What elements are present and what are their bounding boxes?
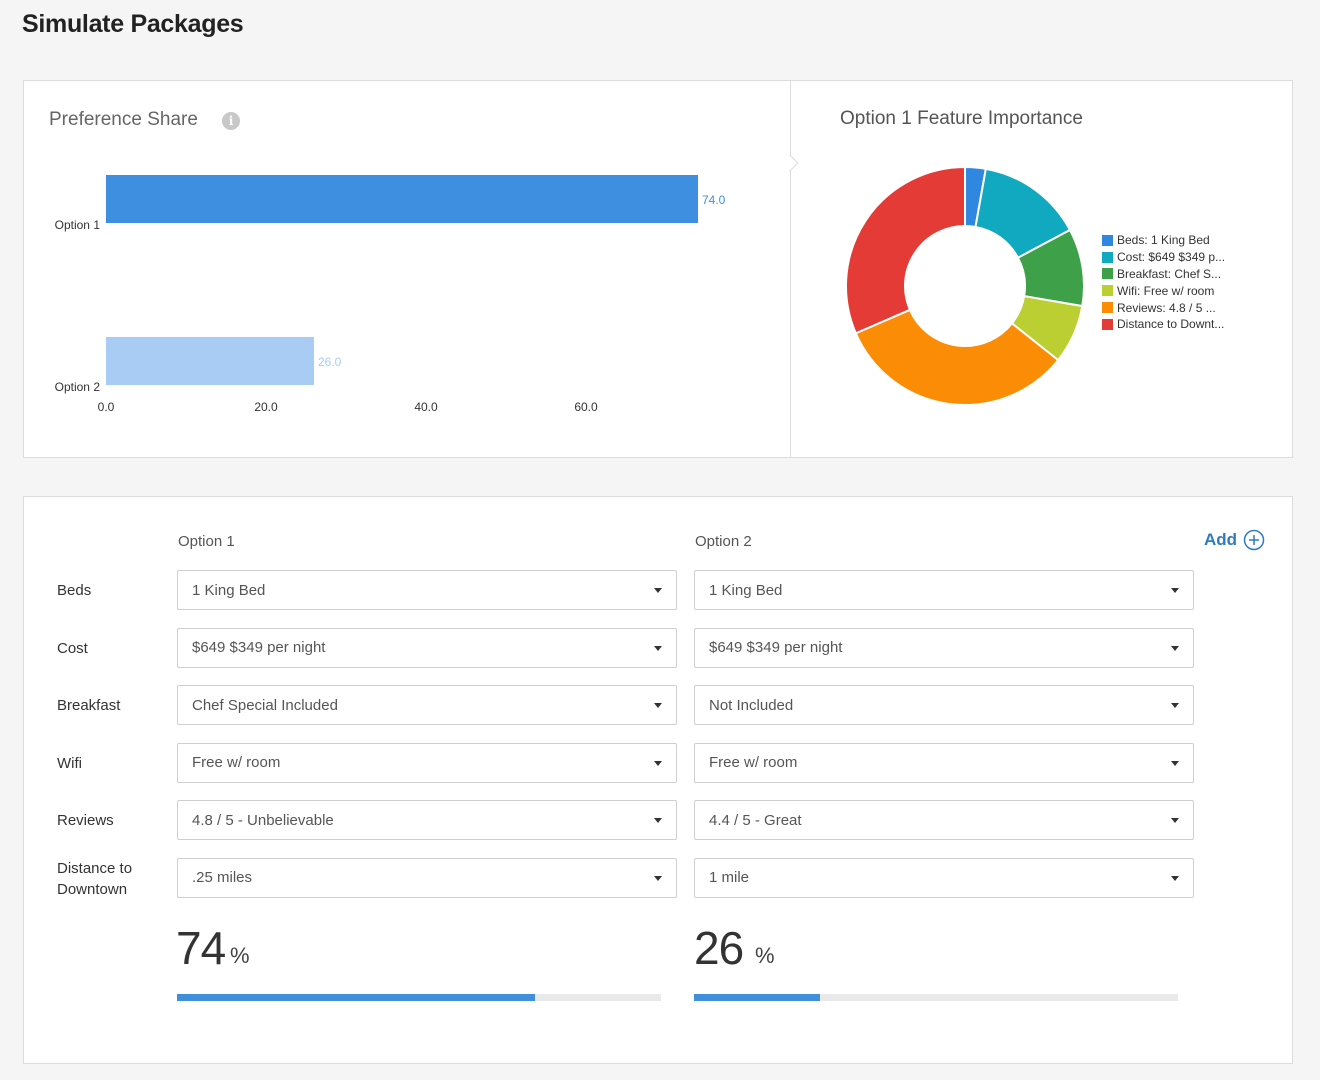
option-2-cost-select[interactable]: $649 $349 per night	[694, 627, 1194, 668]
select-value: Not Included	[709, 696, 794, 714]
feature-importance-legend: Beds: 1 King Bed Cost: $649 $349 p... Brea…	[1102, 232, 1225, 333]
caret-down-icon	[1171, 588, 1179, 593]
legend-swatch	[1102, 268, 1113, 280]
option-1-wifi-select[interactable]: Free w/ room	[177, 742, 677, 783]
caret-down-icon	[1171, 875, 1179, 881]
bar-option-2[interactable]	[106, 337, 314, 385]
caret-down-icon	[1171, 703, 1179, 708]
feature-importance-donut	[845, 165, 1085, 406]
preference-share-title: Preference Share	[49, 109, 198, 130]
legend-swatch	[1102, 251, 1113, 263]
option-1-reviews-select[interactable]: 4.8 / 5 - Unbelievable	[177, 800, 677, 840]
select-value: Free w/ room	[192, 754, 281, 771]
donut-slice[interactable]	[845, 165, 966, 335]
caret-down-icon	[1171, 645, 1179, 651]
option-1-share-progress-fill	[177, 994, 536, 1001]
option-2-share-progress-fill	[694, 994, 820, 1001]
legend-label: Distance to Downt...	[1117, 317, 1225, 332]
legend-item[interactable]: Wifi: Free w/ room	[1102, 282, 1225, 299]
caret-down-icon	[654, 760, 662, 766]
charts-card: Preference Share i Option 1 74.0 Option 2 2…	[23, 80, 1293, 458]
add-label: Add	[1204, 530, 1238, 549]
select-value: $649 $349 per night	[709, 639, 843, 656]
category-label: Option 1	[55, 218, 101, 232]
legend-swatch	[1102, 285, 1113, 297]
caret-down-icon	[654, 645, 662, 651]
plus-circle-icon	[1243, 529, 1265, 551]
option-2-breakfast-select[interactable]: Not Included	[694, 685, 1194, 725]
feature-importance-title: Option 1 Feature Importance	[840, 108, 1083, 129]
option-1-cost-select[interactable]: $649 $349 per night	[177, 627, 677, 668]
option-2-distance-to-downtown-select[interactable]: 1 mile	[694, 857, 1194, 898]
option-1-distance-to-downtown-select[interactable]: .25 miles	[177, 857, 677, 898]
option-2-share-progress	[694, 994, 1178, 1001]
bar-option-1[interactable]	[106, 175, 698, 223]
divider	[790, 81, 791, 457]
option-1-share-unit: %	[230, 943, 250, 968]
legend-item[interactable]: Distance to Downt...	[1102, 316, 1225, 333]
row-label-wifi: Wifi	[57, 754, 82, 772]
preference-share-chart: Option 1 74.0 Option 2 26.0 0.0 20.0 40.0 60.0	[55, 175, 726, 414]
select-value: Free w/ room	[709, 754, 798, 771]
donut-slice[interactable]	[854, 308, 1060, 406]
add-option-button[interactable]: Add	[1204, 529, 1265, 551]
caret-down-icon	[1171, 760, 1179, 766]
x-tick-label: 0.0	[98, 400, 115, 414]
legend-item[interactable]: Cost: $649 $349 p...	[1102, 249, 1225, 266]
x-tick-label: 60.0	[574, 400, 598, 414]
select-value: $649 $349 per night	[192, 639, 326, 656]
option-2-wifi-select[interactable]: Free w/ room	[694, 742, 1194, 783]
legend-label: Beds: 1 King Bed	[1117, 233, 1210, 248]
select-value: 1 King Bed	[709, 581, 783, 599]
caret-down-icon	[654, 703, 662, 708]
legend-label: Cost: $649 $349 p...	[1117, 250, 1226, 265]
row-label-beds: Beds	[57, 582, 92, 599]
select-value: 1 mile	[709, 869, 750, 886]
legend-swatch	[1102, 302, 1113, 314]
legend-item[interactable]: Breakfast: Chef S...	[1102, 266, 1225, 283]
legend-swatch	[1102, 234, 1113, 246]
row-label-breakfast: Breakfast	[57, 697, 121, 714]
caret-down-icon	[654, 875, 662, 881]
legend-item[interactable]: Reviews: 4.8 / 5 ...	[1102, 299, 1225, 316]
legend-label: Reviews: 4.8 / 5 ...	[1117, 300, 1216, 315]
option-2-header: Option 2	[695, 533, 752, 550]
option-2-share-unit: %	[755, 943, 775, 968]
option-1-share-value: 74	[176, 922, 226, 974]
legend-label: Breakfast: Chef S...	[1117, 266, 1222, 281]
option-1-beds-select[interactable]: 1 King Bed	[177, 570, 677, 610]
option-1-share-progress	[177, 994, 661, 1001]
option-2-beds-select[interactable]: 1 King Bed	[694, 570, 1194, 610]
category-label: Option 2	[55, 380, 101, 394]
option-1-header: Option 1	[178, 533, 235, 550]
select-value: 4.8 / 5 - Unbelievable	[192, 811, 334, 829]
select-value: 1 King Bed	[192, 581, 266, 599]
simulator-card: Option 1 Option 2 Add 74 % 26 % Beds 1 Ki…	[23, 496, 1293, 1064]
legend-swatch	[1102, 318, 1113, 330]
option-2-share-value: 26	[694, 922, 744, 974]
option-2-reviews-select[interactable]: 4.4 / 5 - Great	[694, 800, 1194, 840]
caret-down-icon	[1171, 818, 1179, 823]
row-label-distance-to-downtown: Distance to Downtown	[57, 859, 133, 898]
legend-item[interactable]: Beds: 1 King Bed	[1102, 232, 1225, 249]
row-label-cost: Cost	[57, 639, 88, 657]
page-title: Simulate Packages	[22, 10, 244, 38]
caret-down-icon	[654, 818, 662, 823]
select-value: 4.4 / 5 - Great	[709, 811, 802, 829]
row-label-reviews: Reviews	[57, 812, 114, 829]
caret-down-icon	[654, 588, 662, 593]
bar-value-label: 74.0	[702, 193, 726, 207]
x-tick-label: 40.0	[414, 400, 438, 414]
info-icon[interactable]: i	[222, 112, 240, 130]
legend-label: Wifi: Free w/ room	[1117, 283, 1215, 298]
select-value: Chef Special Included	[192, 696, 338, 714]
select-value: .25 miles	[192, 869, 253, 886]
bar-value-label: 26.0	[318, 355, 342, 369]
x-tick-label: 20.0	[254, 400, 278, 414]
option-1-breakfast-select[interactable]: Chef Special Included	[177, 685, 677, 725]
